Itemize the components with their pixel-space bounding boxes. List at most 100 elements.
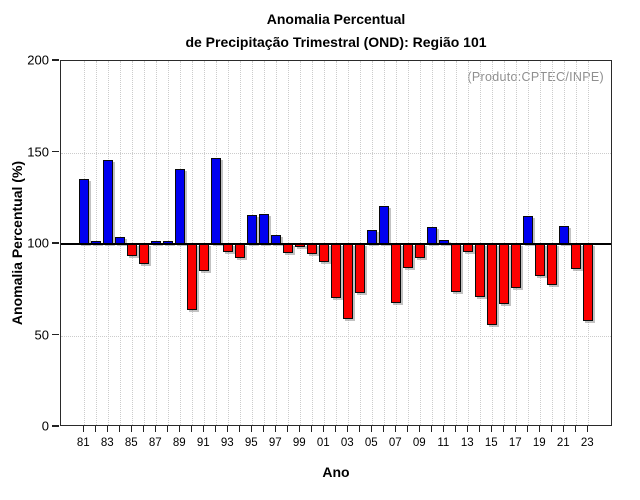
- x-tick-2015: [490, 426, 493, 432]
- x-tick-2002: [334, 426, 337, 432]
- x-tick-2000: [310, 426, 313, 432]
- chart-title: Anomalia Percentual de Precipitação Trim…: [60, 8, 612, 54]
- y-tick-label-150: 150: [27, 144, 49, 159]
- x-tick-1986: [142, 426, 145, 432]
- x-tick-label-1989: 89: [172, 437, 186, 449]
- x-tick-label-2019: 19: [532, 437, 546, 449]
- x-tick-1998: [286, 426, 289, 432]
- x-tick-label-1999: 99: [292, 437, 306, 449]
- y-tick-200: [52, 59, 59, 61]
- x-tick-1999: [298, 426, 301, 432]
- bar-2002: [331, 244, 342, 298]
- x-tick-2020: [550, 426, 553, 432]
- x-tick-2007: [394, 426, 397, 432]
- bar-1981: [79, 179, 90, 244]
- bar-2009: [415, 244, 426, 258]
- x-tick-label-2005: 05: [364, 437, 378, 449]
- x-tick-label-1993: 93: [220, 437, 234, 449]
- bar-1986: [139, 244, 150, 265]
- bar-1991: [199, 244, 210, 272]
- x-tick-2004: [358, 426, 361, 432]
- x-tick-label-2023: 23: [580, 437, 594, 449]
- x-tick-label-2011: 11: [437, 437, 450, 449]
- y-tick-label-0: 0: [41, 418, 49, 434]
- x-tick-1997: [274, 426, 277, 432]
- x-tick-2023: [586, 426, 589, 432]
- x-tick-2010: [430, 426, 433, 432]
- x-tick-label-2017: 17: [508, 437, 522, 449]
- baseline-100: [61, 243, 611, 245]
- x-tick-1983: [106, 426, 109, 432]
- bar-1990: [187, 244, 198, 310]
- bar-2008: [403, 244, 414, 268]
- x-tick-label-1991: 91: [196, 437, 210, 449]
- horizontal-gridline-150: [61, 152, 611, 154]
- chart-title-line2: de Precipitação Trimestral (OND): Região…: [185, 34, 487, 50]
- x-tick-2017: [514, 426, 517, 432]
- x-axis-label: Ano: [322, 464, 350, 480]
- bar-2003: [343, 244, 354, 320]
- bar-2021: [559, 225, 570, 244]
- x-tick-label-2009: 09: [412, 437, 426, 449]
- bar-2022: [571, 244, 582, 269]
- x-tick-2001: [322, 426, 325, 432]
- x-tick-1995: [250, 426, 253, 432]
- bar-2004: [355, 244, 366, 294]
- y-tick-100: [52, 242, 59, 244]
- x-tick-1996: [262, 426, 265, 432]
- chart-title-line1: Anomalia Percentual: [266, 11, 406, 27]
- x-tick-label-1985: 85: [124, 437, 138, 449]
- x-tick-2018: [526, 426, 529, 432]
- bar-2017: [511, 244, 522, 288]
- bar-1992: [211, 157, 222, 244]
- bar-2023: [583, 244, 594, 321]
- x-tick-2006: [382, 426, 385, 432]
- bar-2016: [499, 244, 510, 305]
- x-tick-2021: [562, 426, 565, 432]
- x-tick-label-2007: 07: [388, 437, 402, 449]
- x-tick-2019: [538, 426, 541, 432]
- bar-2019: [535, 244, 546, 277]
- bar-2014: [475, 244, 486, 298]
- bar-2000: [307, 244, 318, 255]
- x-tick-1981: [82, 426, 85, 432]
- bar-2015: [487, 244, 498, 326]
- x-tick-1988: [166, 426, 169, 432]
- x-tick-label-1981: 81: [76, 437, 90, 449]
- x-tick-1987: [154, 426, 157, 432]
- x-tick-1989: [178, 426, 181, 432]
- bar-1994: [235, 244, 246, 258]
- x-tick-2013: [466, 426, 469, 432]
- bar-1985: [127, 244, 138, 256]
- bar-2010: [427, 226, 438, 244]
- x-tick-label-2013: 13: [460, 437, 474, 449]
- y-tick-150: [52, 150, 59, 153]
- x-tick-1985: [130, 426, 133, 432]
- y-tick-50: [52, 333, 59, 336]
- x-tick-2008: [406, 426, 409, 432]
- horizontal-gridline-50: [61, 335, 611, 337]
- bar-2020: [547, 244, 558, 286]
- x-tick-1993: [226, 426, 229, 432]
- plot-area: (Produto:CPTEC/INPE): [60, 60, 612, 426]
- x-tick-1984: [118, 426, 121, 432]
- x-tick-2011: [442, 426, 445, 432]
- x-tick-label-1995: 95: [244, 437, 258, 449]
- y-tick-label-50: 50: [34, 327, 49, 342]
- x-tick-2003: [346, 426, 349, 432]
- bar-1998: [283, 244, 294, 254]
- x-tick-label-2015: 15: [484, 437, 498, 449]
- y-tick-0: [52, 425, 59, 427]
- x-tick-2012: [454, 426, 457, 432]
- x-tick-label-2001: 01: [316, 437, 330, 449]
- x-tick-1992: [214, 426, 217, 432]
- x-tick-label-1987: 87: [148, 437, 162, 449]
- bar-1993: [223, 244, 234, 253]
- x-tick-2016: [502, 426, 505, 432]
- bar-1996: [259, 213, 270, 244]
- x-tick-1982: [94, 426, 97, 432]
- bar-1995: [247, 214, 258, 244]
- bar-2005: [367, 230, 378, 244]
- x-tick-label-1997: 97: [268, 437, 282, 449]
- y-tick-label-200: 200: [27, 52, 49, 68]
